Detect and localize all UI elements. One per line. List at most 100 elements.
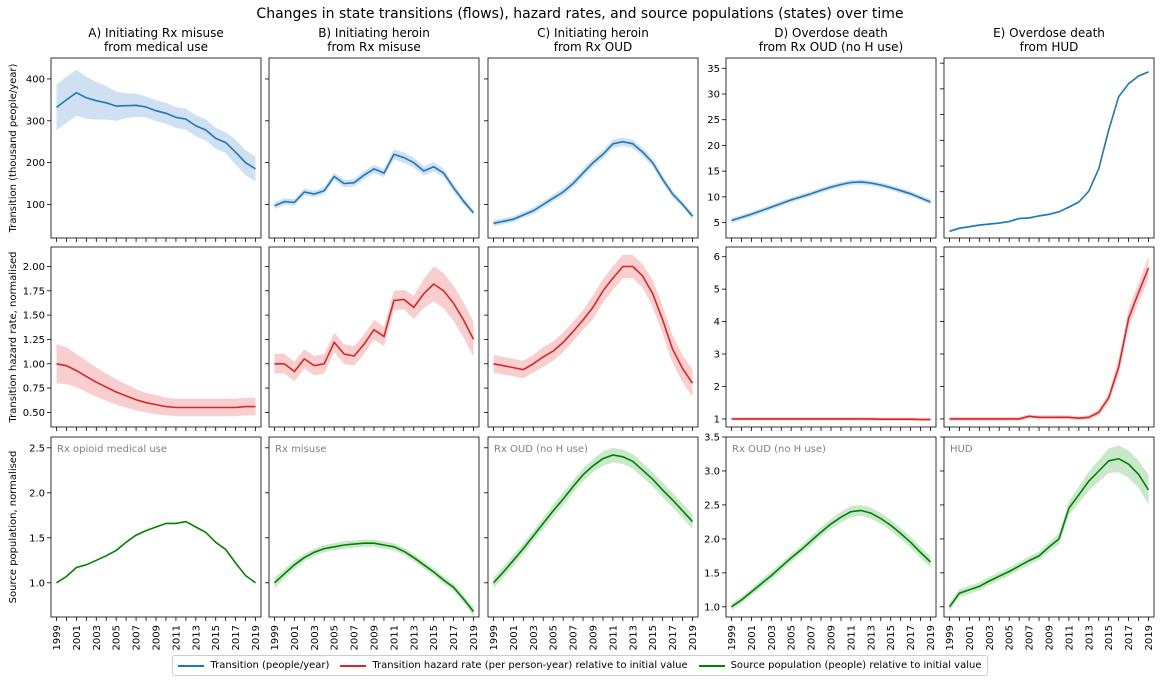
xtick-label-3-5: 2009 xyxy=(827,625,838,650)
xtick-label-3-6: 2011 xyxy=(846,625,857,650)
panel-population-3: 1.0 1.5 2.0 2.5 3.0 3.5 Rx OUD (no H use) xyxy=(704,433,937,621)
column-title-4-line-1: from HUD xyxy=(1020,40,1079,54)
panels-grid: Transition (thousand people/year) Transit… xyxy=(8,26,1155,650)
panel-transition-2 xyxy=(484,57,699,242)
band-population-3 xyxy=(731,504,931,611)
xtick-label-3-0: 1999 xyxy=(727,625,738,650)
ytick-label-hazard-3-1: 2 xyxy=(714,382,720,393)
panel-population-2: Rx OUD (no H use) xyxy=(484,436,699,621)
xtick-label-4-9: 2017 xyxy=(1124,625,1135,650)
ytick-label-transition-0-1: 200 xyxy=(26,158,45,169)
xtick-label-4-10: 2019 xyxy=(1144,625,1155,650)
band-population-1 xyxy=(274,539,474,617)
ytick-label-population-3-3: 2.5 xyxy=(704,500,720,511)
xtick-label-4-5: 2009 xyxy=(1045,625,1056,650)
xtick-label-3-7: 2013 xyxy=(866,625,877,650)
xtick-label-3-1: 2001 xyxy=(747,625,758,650)
ytick-label-hazard-0-6: 2.00 xyxy=(23,262,45,273)
column-title-2-line-1: from Rx OUD xyxy=(554,40,632,54)
xtick-label-2-0: 1999 xyxy=(489,625,500,650)
xtick-label-0-6: 2011 xyxy=(171,625,182,650)
axes-frame-transition-2 xyxy=(487,57,699,239)
ytick-label-population-0-0: 1.0 xyxy=(29,578,45,589)
legend: Transition (people/year) Transition haza… xyxy=(172,655,988,676)
xtick-label-1-2: 2003 xyxy=(310,625,321,650)
ytick-label-population-0-1: 1.5 xyxy=(29,533,45,544)
ytick-label-transition-0-0: 100 xyxy=(26,200,45,211)
xtick-label-4-4: 2007 xyxy=(1025,625,1036,650)
xtick-label-2-9: 2017 xyxy=(668,625,679,650)
xtick-label-2-6: 2011 xyxy=(608,625,619,650)
ytick-label-hazard-0-2: 1.00 xyxy=(23,359,45,370)
legend-swatch-transition xyxy=(178,664,205,667)
ytick-label-transition-3-6: 35 xyxy=(707,64,720,75)
xtick-label-1-10: 2019 xyxy=(469,625,480,650)
ytick-label-population-3-4: 3.0 xyxy=(704,466,720,477)
xtick-label-0-4: 2007 xyxy=(132,625,143,650)
legend-swatch-hazard xyxy=(340,664,367,667)
xtick-label-4-1: 2001 xyxy=(965,625,976,650)
ytick-label-transition-3-2: 15 xyxy=(707,167,720,178)
series-line-transition-0 xyxy=(56,91,256,170)
subplot-label-4: HUD xyxy=(950,444,973,455)
subplot-label-2: Rx OUD (no H use) xyxy=(494,444,588,455)
ytick-label-hazard-0-1: 0.75 xyxy=(23,384,45,395)
xtick-label-2-4: 2007 xyxy=(569,625,580,650)
xtick-label-4-8: 2015 xyxy=(1104,625,1115,650)
subplot-label-3: Rx OUD (no H use) xyxy=(732,444,826,455)
axes-frame-transition-4 xyxy=(943,57,1155,239)
xtick-label-1-6: 2011 xyxy=(389,625,400,650)
subplot-label-0: Rx opioid medical use xyxy=(57,444,167,455)
xtick-label-0-2: 2003 xyxy=(92,625,103,650)
subplot-label-1: Rx misuse xyxy=(275,444,326,455)
band-transition-2 xyxy=(493,137,693,227)
band-hazard-1 xyxy=(274,266,474,382)
xtick-label-1-1: 2001 xyxy=(290,625,301,650)
band-hazard-0 xyxy=(56,344,256,417)
xtick-label-0-8: 2015 xyxy=(211,625,222,650)
xtick-label-4-6: 2011 xyxy=(1064,625,1075,650)
xtick-label-4-2: 2003 xyxy=(985,625,996,650)
ytick-label-hazard-0-3: 1.25 xyxy=(23,335,45,346)
ytick-label-transition-3-4: 25 xyxy=(707,115,720,126)
column-title-0-line-0: A) Initiating Rx misuse xyxy=(88,26,223,40)
xtick-label-3-2: 2003 xyxy=(767,625,778,650)
series-line-transition-3 xyxy=(731,181,931,222)
series-line-transition-4 xyxy=(949,71,1149,233)
xtick-label-0-3: 2005 xyxy=(112,625,123,650)
column-title-3-line-0: D) Overdose death xyxy=(774,26,887,40)
xtick-label-2-8: 2015 xyxy=(648,625,659,650)
column-title-1-line-1: from Rx misuse xyxy=(327,40,421,54)
row-ylabel-2: Source population, normalised xyxy=(8,451,19,604)
series-line-population-1 xyxy=(273,542,475,613)
xtick-label-3-4: 2007 xyxy=(807,625,818,650)
figure-title: Changes in state transitions (flows), ha… xyxy=(256,6,903,22)
panel-transition-4 xyxy=(940,57,1155,242)
xtick-label-4-0: 1999 xyxy=(945,625,956,650)
xtick-label-2-3: 2005 xyxy=(549,625,560,650)
panel-population-0: 1.0 1.5 2.0 2.5 Rx opioid medical use xyxy=(29,436,262,621)
xtick-label-2-2: 2003 xyxy=(529,625,540,650)
xtick-label-2-5: 2009 xyxy=(589,625,600,650)
series-line-population-2 xyxy=(492,454,694,584)
series-line-hazard-3 xyxy=(731,418,931,421)
xtick-label-0-0: 1999 xyxy=(52,625,63,650)
xtick-label-3-9: 2017 xyxy=(906,625,917,650)
band-population-4 xyxy=(949,445,1149,611)
column-title-3-line-1: from Rx OUD (no H use) xyxy=(759,40,903,54)
panel-hazard-1 xyxy=(265,246,480,431)
panel-hazard-3: 1 2 3 4 5 6 xyxy=(714,246,937,431)
xtick-label-3-10: 2019 xyxy=(926,625,937,650)
axes-frame-transition-1 xyxy=(268,57,480,239)
ytick-label-hazard-0-0: 0.50 xyxy=(23,408,45,419)
legend-item-hazard: Transition hazard rate (per person-year)… xyxy=(340,660,688,671)
xtick-label-0-5: 2009 xyxy=(152,625,163,650)
panel-hazard-0: 0.50 0.75 1.00 1.25 1.50 1.75 2.00 xyxy=(23,246,262,431)
ytick-label-population-3-5: 3.5 xyxy=(704,433,720,444)
ytick-label-population-3-2: 2.0 xyxy=(704,534,720,545)
series-line-hazard-0 xyxy=(56,363,256,409)
ytick-label-transition-3-5: 30 xyxy=(707,90,720,101)
xtick-label-2-10: 2019 xyxy=(688,625,699,650)
panel-population-1: Rx misuse xyxy=(265,436,480,621)
series-line-population-0 xyxy=(56,520,256,584)
